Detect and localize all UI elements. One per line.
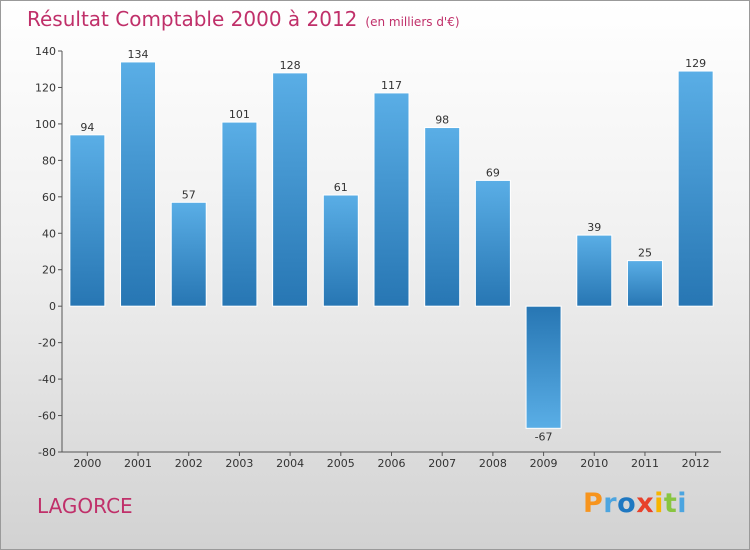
y-tick-label: 0 — [49, 300, 56, 313]
x-tick-label: 2005 — [327, 457, 355, 470]
data-label: 61 — [334, 181, 348, 194]
logo-letter: t — [663, 488, 678, 519]
data-label: 117 — [381, 79, 402, 92]
logo-letter: i — [677, 488, 688, 519]
x-tick-label: 2006 — [378, 457, 406, 470]
data-label: 25 — [638, 247, 652, 260]
logo-letter: P — [583, 488, 604, 519]
x-tick-label: 2004 — [276, 457, 304, 470]
y-tick-label: -80 — [38, 446, 56, 459]
data-label: 57 — [182, 188, 196, 201]
x-tick-label: 2003 — [225, 457, 253, 470]
bar-2003 — [221, 121, 258, 307]
y-tick-label: -20 — [38, 337, 56, 350]
bar-2011 — [626, 260, 663, 307]
y-tick-label: 100 — [35, 118, 56, 131]
bar-2010 — [576, 234, 613, 307]
bar-2000 — [69, 134, 106, 307]
x-tick-label: 2008 — [479, 457, 507, 470]
y-tick-label: -60 — [38, 410, 56, 423]
x-tick-label: 2000 — [73, 457, 101, 470]
y-tick-label: 60 — [42, 191, 56, 204]
data-label: -67 — [535, 430, 553, 443]
bar-2007 — [424, 127, 461, 307]
chart-axes: -80 -60 -40 -20 0 20 40 60 80 100 120 140 — [35, 45, 721, 459]
data-label: 134 — [128, 48, 149, 61]
chart-title: Résultat Comptable 2000 à 2012 (en millie… — [27, 7, 460, 31]
y-tick-label: -40 — [38, 373, 56, 386]
bar-2008 — [474, 179, 511, 307]
x-tick-label: 2001 — [124, 457, 152, 470]
logo-letter: o — [617, 488, 637, 519]
x-tick-label: 2007 — [428, 457, 456, 470]
x-tick-label: 2012 — [682, 457, 710, 470]
data-label: 94 — [80, 121, 94, 134]
chart-title-unit: (en milliers d'€) — [365, 15, 460, 29]
y-tick-label: 40 — [42, 227, 56, 240]
data-label: 69 — [486, 166, 500, 179]
data-label: 98 — [435, 114, 449, 127]
bar-2001 — [120, 61, 157, 307]
chart-bars — [69, 61, 714, 429]
data-label: 129 — [685, 57, 706, 70]
logo-letter: x — [636, 488, 655, 519]
logo-letter: r — [603, 488, 618, 519]
x-tick-label: 2010 — [580, 457, 608, 470]
y-tick-label: 140 — [35, 45, 56, 58]
bar-2006 — [373, 92, 410, 307]
logo-letter: i — [654, 488, 664, 519]
chart-title-main: Résultat Comptable 2000 à 2012 — [27, 7, 358, 31]
x-tick-label: 2002 — [175, 457, 203, 470]
commune-name: LAGORCE — [37, 494, 133, 518]
bar-2005 — [322, 194, 359, 307]
bar-2002 — [170, 201, 207, 307]
x-tick-label: 2011 — [631, 457, 659, 470]
y-tick-label: 120 — [35, 81, 56, 94]
bar-2012 — [677, 70, 714, 307]
chart-labels: 2000 94 2001 134 2002 57 2003 101 2004 128 2005 61 2… — [73, 48, 709, 470]
y-tick-label: 80 — [42, 154, 56, 167]
data-label: 101 — [229, 108, 250, 121]
x-tick-label: 2009 — [530, 457, 558, 470]
bar-2009 — [525, 305, 562, 429]
data-label: 39 — [587, 221, 601, 234]
data-label: 128 — [280, 59, 301, 72]
proxiti-logo[interactable]: Proxiti — [583, 488, 687, 519]
bar-2004 — [272, 72, 309, 307]
y-tick-label: 20 — [42, 264, 56, 277]
